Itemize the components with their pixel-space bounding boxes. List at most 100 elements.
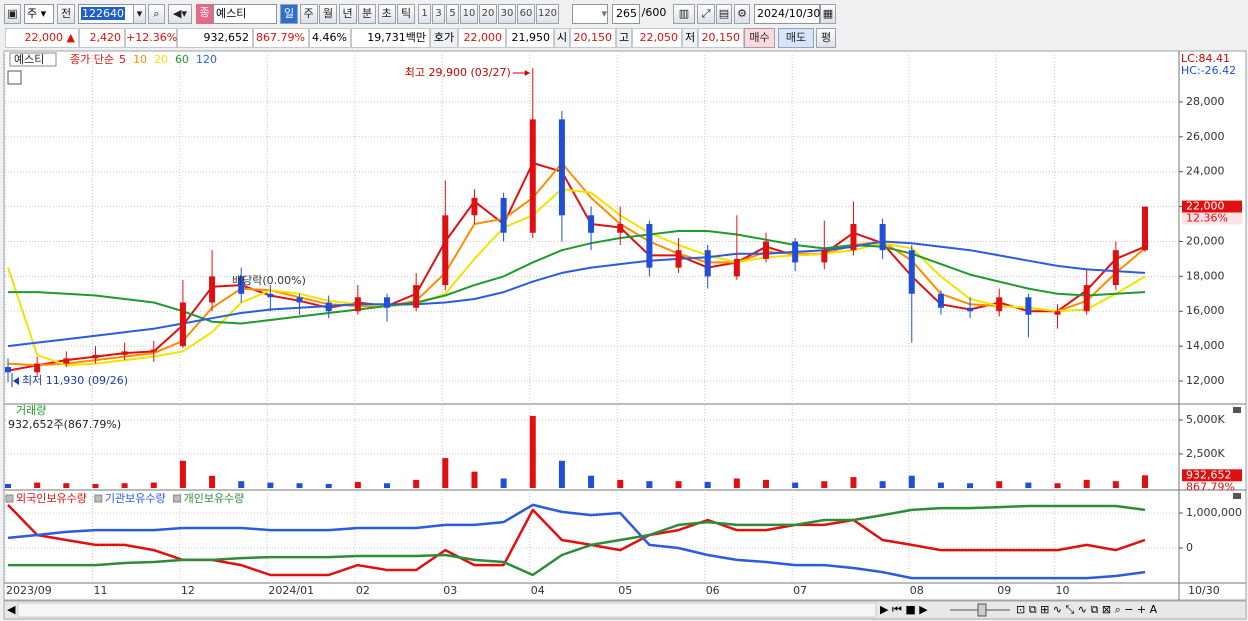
series-line: [7, 162, 1146, 367]
candle-body: [588, 215, 595, 233]
series-line: [8, 504, 1146, 577]
candle-body: [1112, 250, 1119, 286]
candle-body: [413, 285, 420, 308]
scroll-track[interactable]: [17, 602, 877, 618]
chart-type-button[interactable]: ▥: [673, 4, 695, 24]
last-change-label: 12.36%: [1186, 212, 1228, 225]
legend-entry: 5: [119, 53, 126, 66]
zoom-thumb[interactable]: [977, 603, 987, 617]
candle-body: [996, 297, 1003, 312]
x-tick-label: 07: [793, 584, 807, 597]
scroll-left[interactable]: ◀: [7, 603, 16, 616]
sound-button[interactable]: ◀▾: [168, 4, 192, 24]
series-line: [7, 240, 1146, 348]
toolbar-button[interactable]: 120: [536, 4, 559, 24]
toolbar-button[interactable]: 3: [432, 4, 445, 24]
x-tick-label: 11: [93, 584, 107, 597]
x-tick-label: 10: [1056, 584, 1070, 597]
calendar-button[interactable]: ▦: [820, 4, 836, 24]
volume-bar: [267, 482, 274, 488]
volume-bar: [209, 475, 216, 488]
hc-label: HC:-26.42: [1181, 64, 1236, 77]
candle-body: [5, 367, 11, 373]
toolbar-button[interactable]: 월: [319, 4, 337, 24]
table-icon[interactable]: [7, 70, 22, 85]
scroll-controls[interactable]: ▶ ⏮ ■ ▶: [880, 603, 928, 616]
search-button[interactable]: ⌕: [148, 4, 165, 24]
panel-title: 거래량: [16, 404, 46, 417]
panel-icon[interactable]: [1233, 407, 1241, 413]
legend-entry: 20: [154, 53, 168, 66]
candle-body: [967, 307, 974, 312]
toolbar-button[interactable]: 초: [377, 4, 396, 24]
toolbar-button[interactable]: 일: [280, 4, 298, 24]
y-tick-label: 5,000K: [1186, 413, 1225, 426]
toolbar-button[interactable]: 주: [299, 4, 318, 24]
toolbar-button[interactable]: 20: [479, 4, 497, 24]
volume-bar: [1112, 481, 1119, 488]
candle-body: [442, 215, 449, 286]
low-annotation: 최저 11,930 (09/26): [22, 374, 128, 387]
candle-body: [558, 119, 565, 216]
code: 122640: [81, 7, 125, 20]
tool-button[interactable]: ⤢: [697, 4, 715, 24]
toolbar-button[interactable]: 5: [446, 4, 459, 24]
candle-body: [267, 293, 274, 298]
code-dropdown[interactable]: ▾: [133, 4, 146, 24]
interval-dropdown[interactable]: ▾: [572, 4, 608, 24]
toolbar-icons[interactable]: ⊡ ⧉ ⊞ ∿ ⤡ ∿ ⧉ ⊠ ⌕ − + A: [1016, 603, 1158, 616]
save-button[interactable]: ▤: [716, 4, 732, 24]
toolbar-button[interactable]: 년: [338, 4, 357, 24]
legend-swatch: [173, 494, 182, 503]
toolbar-button[interactable]: 틱: [397, 4, 415, 24]
price: 22,000: [24, 31, 64, 44]
avg-button[interactable]: 평: [816, 28, 836, 48]
buy-button[interactable]: 매수: [744, 28, 775, 48]
x-tick-label: 02: [356, 584, 370, 597]
candle-body: [121, 351, 128, 355]
volume-bar: [121, 483, 128, 488]
ask: 22,000: [458, 28, 506, 48]
candle-body: [617, 224, 624, 233]
candle-body: [675, 250, 682, 268]
bid-ask-label: 호가: [430, 28, 458, 48]
volume-bar: [471, 471, 478, 488]
y-tick-label: 14,000: [1186, 339, 1225, 352]
market-select[interactable]: 주 ▾: [24, 4, 54, 24]
volume-bar: [92, 483, 99, 488]
candle-body: [325, 302, 332, 312]
candle-body: [821, 250, 828, 263]
toolbar-button[interactable]: 분: [358, 4, 376, 24]
prev-button[interactable]: 전: [57, 4, 75, 24]
panel-subtitle: 932,652주(867.79%): [8, 418, 121, 431]
date-input[interactable]: 2024/10/30: [754, 4, 820, 24]
name-input[interactable]: 예스티: [213, 4, 277, 24]
toolbar-button[interactable]: 30: [498, 4, 516, 24]
volume-bar: [296, 483, 303, 488]
candle-body: [1025, 297, 1032, 315]
volume-bar: [63, 483, 70, 488]
toolbar-button[interactable]: 60: [517, 4, 535, 24]
series-line: [7, 188, 1146, 367]
candle-body: [704, 250, 711, 277]
candle-body: [763, 241, 769, 259]
settings-button[interactable]: ⚙: [734, 4, 750, 24]
volume-bar: [1083, 479, 1090, 488]
menu-icon[interactable]: ▣: [4, 4, 21, 24]
sell-button[interactable]: 매도: [778, 28, 814, 48]
candle-body: [529, 119, 536, 233]
panel-icon[interactable]: [1233, 493, 1241, 499]
y-tick-label: 16,000: [1186, 304, 1225, 317]
toolbar-button[interactable]: 1: [418, 4, 431, 24]
candle-body: [500, 197, 507, 233]
volume-bar: [967, 483, 974, 488]
toolbar-button[interactable]: 10: [460, 4, 478, 24]
count-input[interactable]: 265: [612, 4, 640, 24]
volume-bar: [821, 481, 828, 488]
quote-change: 2,420: [79, 28, 125, 48]
bid: 21,950: [506, 28, 554, 48]
candle-body: [1083, 285, 1090, 312]
volume-bar: [996, 481, 1003, 488]
volume-bar: [238, 481, 245, 488]
